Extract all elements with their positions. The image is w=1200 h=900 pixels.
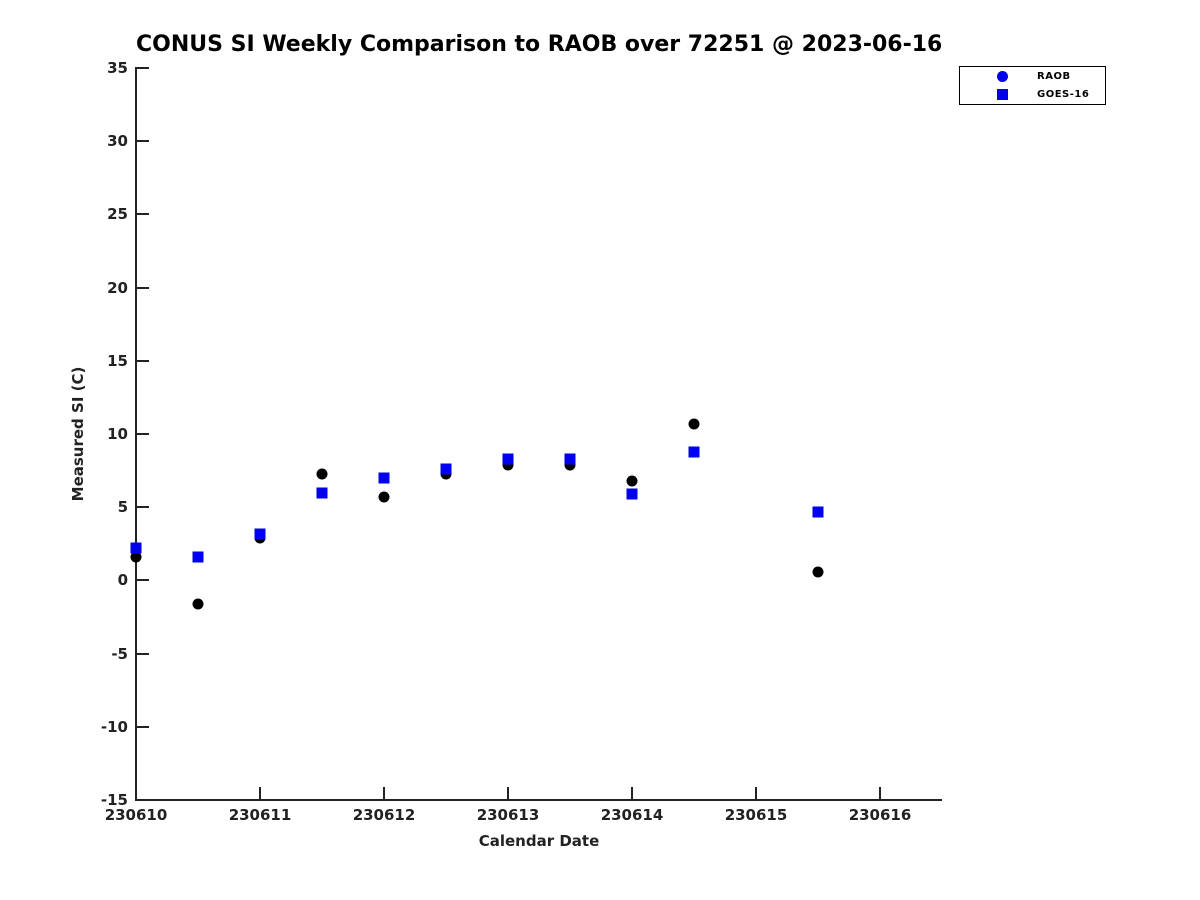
x-tick <box>259 787 261 799</box>
legend-label-raob: RAOB <box>1037 71 1071 83</box>
x-tick <box>383 787 385 799</box>
y-tick <box>137 433 149 435</box>
x-tick-label: 230614 <box>600 806 664 824</box>
y-tick-label: -5 <box>111 644 128 663</box>
data-point-goes-16 <box>378 472 390 484</box>
x-tick-label: 230616 <box>848 806 912 824</box>
x-tick <box>507 787 509 799</box>
y-tick <box>137 725 149 728</box>
y-tick <box>137 579 149 582</box>
x-tick <box>879 787 881 799</box>
x-tick-label: 230615 <box>724 806 788 824</box>
data-point-raob <box>130 551 142 563</box>
y-axis-line <box>135 67 137 801</box>
data-point-goes-16 <box>440 463 452 475</box>
legend: RAOB GOES-16 <box>959 66 1106 105</box>
data-point-raob <box>502 459 514 471</box>
x-tick-label: 230611 <box>228 806 292 824</box>
data-point-raob <box>626 475 638 487</box>
raob-circle-marker-icon <box>997 71 1008 83</box>
data-point-goes-16 <box>688 446 700 458</box>
y-tick-label: -10 <box>100 717 128 736</box>
x-axis-label: Calendar Date <box>478 832 600 850</box>
data-point-goes-16 <box>192 551 204 563</box>
legend-label-goes16: GOES-16 <box>1037 88 1090 100</box>
data-point-goes-16 <box>812 506 824 518</box>
data-point-goes-16 <box>502 453 514 465</box>
data-point-goes-16 <box>564 453 576 465</box>
y-tick-label: 15 <box>107 351 128 370</box>
y-tick-label: 20 <box>107 278 128 297</box>
y-tick-label: 10 <box>107 425 128 443</box>
x-tick-label: 230610 <box>104 806 168 824</box>
legend-row-goes16: GOES-16 <box>960 87 1105 102</box>
y-tick <box>137 799 149 801</box>
chart-title: CONUS SI Weekly Comparison to RAOB over … <box>136 32 943 57</box>
legend-row-raob: RAOB <box>960 69 1105 84</box>
y-tick <box>137 213 149 216</box>
x-axis-line <box>135 799 942 801</box>
y-tick-label: 0 <box>117 571 128 590</box>
data-point-goes-16 <box>254 528 266 540</box>
y-tick-label: 5 <box>117 498 128 517</box>
data-point-raob <box>688 418 700 430</box>
y-tick <box>137 140 149 143</box>
x-tick <box>631 787 633 799</box>
x-tick-label: 230612 <box>352 806 416 824</box>
data-point-raob <box>564 459 576 471</box>
y-axis-label: Measured SI (C) <box>69 366 87 502</box>
y-tick-label: -15 <box>100 791 128 809</box>
data-point-raob <box>812 566 824 578</box>
y-tick <box>137 286 149 289</box>
goes16-square-marker-icon <box>997 88 1008 100</box>
data-point-goes-16 <box>316 487 328 499</box>
x-tick-label: 230613 <box>476 806 540 824</box>
data-point-raob <box>378 491 390 503</box>
x-tick <box>755 787 757 799</box>
y-tick-label: 30 <box>107 132 128 151</box>
y-tick <box>137 359 149 362</box>
y-tick <box>137 652 149 655</box>
y-tick-label: 35 <box>107 59 128 77</box>
data-point-goes-16 <box>626 488 638 500</box>
data-point-raob <box>316 468 328 480</box>
y-tick <box>137 67 149 69</box>
x-tick <box>135 787 137 799</box>
data-point-goes-16 <box>130 542 142 554</box>
data-point-raob <box>192 598 204 610</box>
y-tick-label: 25 <box>107 205 128 224</box>
y-tick <box>137 506 149 509</box>
